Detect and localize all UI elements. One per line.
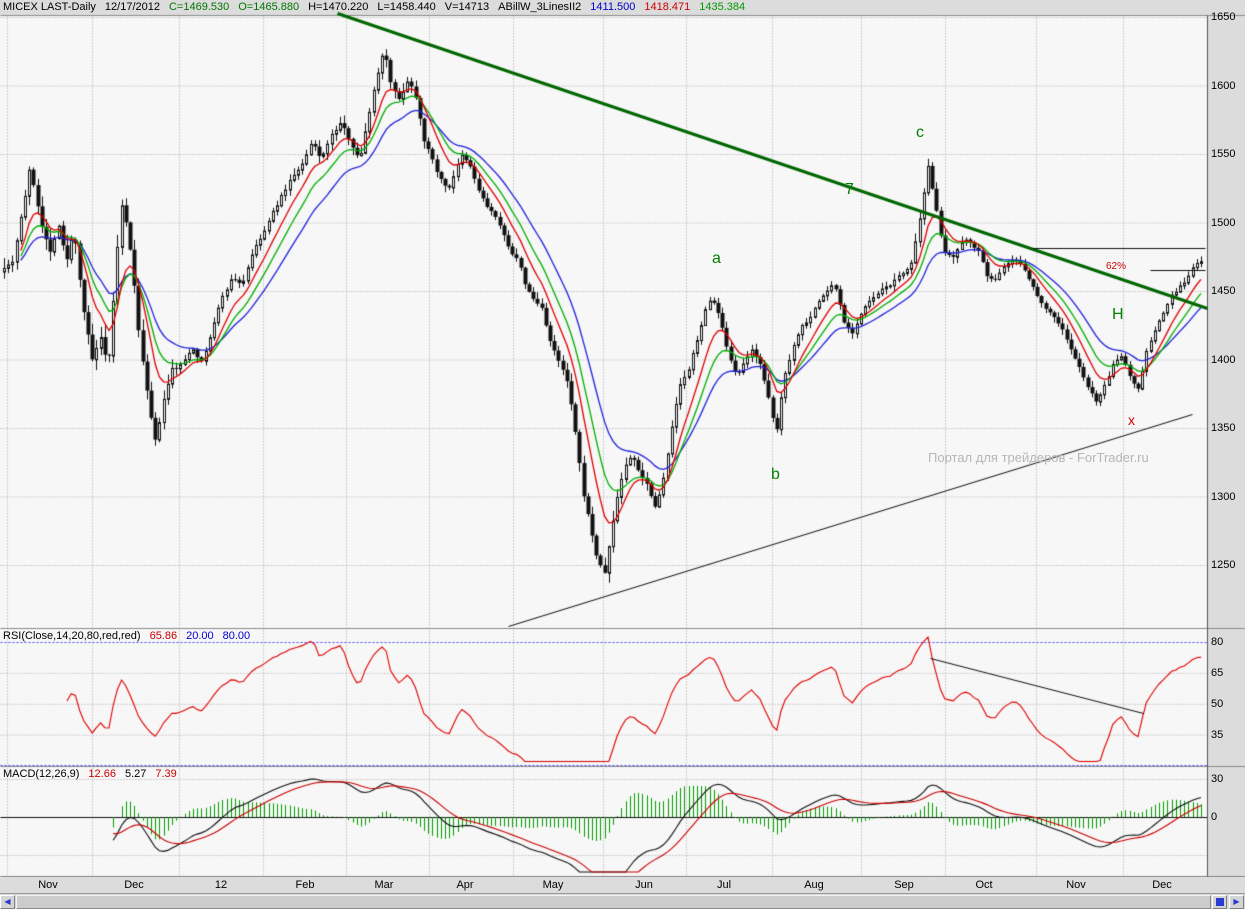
x-axis-label: Mar	[374, 879, 394, 891]
scroll-left-icon: ◀	[4, 897, 11, 906]
x-axis-label: Nov	[38, 879, 58, 891]
x-axis-label: Jul	[716, 879, 732, 891]
x-axis-label: Dec	[124, 879, 144, 891]
scroll-left-button[interactable]: ◀	[0, 895, 15, 909]
x-axis-label: Jun	[635, 879, 653, 891]
scrollbar-track[interactable]	[16, 895, 1211, 909]
x-axis-label: May	[542, 879, 564, 891]
scroll-marker-button[interactable]	[1212, 895, 1227, 909]
x-axis-label: Nov	[1066, 879, 1086, 891]
x-axis-label: Aug	[804, 879, 824, 891]
x-axis-label: 12	[214, 879, 228, 891]
scroll-marker-icon	[1215, 898, 1224, 906]
x-axis-label: Dec	[1152, 879, 1172, 891]
horizontal-scrollbar[interactable]: ◀ ▶	[0, 893, 1245, 909]
price-chart-canvas[interactable]	[0, 0, 1245, 877]
x-axis-label: Apr	[456, 879, 474, 891]
scrollbar-thumb[interactable]	[16, 895, 1211, 909]
x-axis-label: Feb	[295, 879, 315, 891]
scroll-right-button[interactable]: ▶	[1229, 895, 1244, 909]
x-axis-label: Sep	[894, 879, 914, 891]
scroll-right-icon: ▶	[1233, 897, 1240, 906]
x-axis-label: Oct	[975, 879, 993, 891]
